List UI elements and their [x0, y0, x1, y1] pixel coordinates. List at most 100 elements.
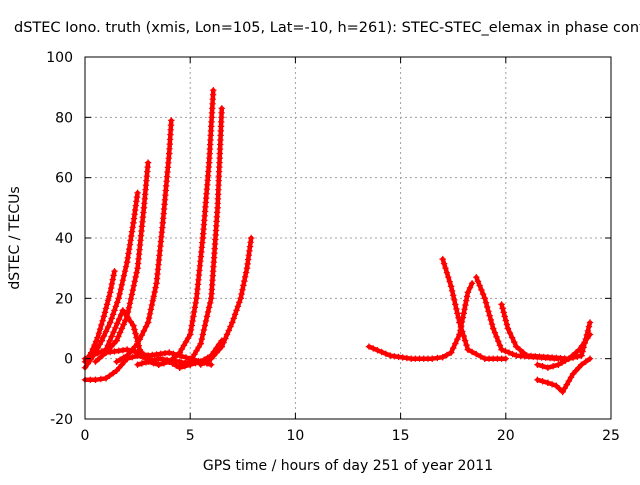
data-point	[198, 335, 205, 343]
data-point	[578, 361, 585, 368]
data-point	[213, 344, 220, 352]
data-point	[106, 337, 113, 345]
y-tick-label: 80	[55, 110, 73, 126]
data-point	[429, 355, 436, 362]
data-point	[197, 340, 204, 347]
data-point	[205, 304, 213, 311]
data-point	[544, 379, 552, 386]
data-point	[134, 189, 141, 196]
data-point	[150, 293, 157, 300]
data-point	[200, 326, 208, 334]
data-point	[378, 348, 385, 356]
data-point	[181, 360, 189, 367]
data-point	[544, 364, 552, 371]
data-point	[365, 343, 373, 350]
data-point	[98, 321, 105, 329]
data-point	[184, 335, 192, 342]
data-point	[502, 317, 509, 324]
data-point	[549, 363, 557, 370]
data-point	[474, 278, 482, 285]
data-point	[486, 312, 493, 319]
data-point	[122, 263, 130, 270]
data-point	[201, 322, 209, 329]
data-point	[199, 331, 206, 338]
data-point	[575, 364, 582, 371]
data-point	[581, 338, 588, 346]
data-point	[450, 344, 457, 352]
data-point	[106, 372, 113, 379]
data-point	[569, 370, 577, 377]
series-line	[366, 281, 475, 361]
data-point	[125, 304, 133, 311]
data-point	[464, 346, 472, 353]
data-series	[498, 301, 594, 362]
data-point	[490, 325, 497, 332]
x-tick-label: 25	[602, 428, 620, 444]
data-point	[118, 281, 125, 288]
data-point	[147, 306, 155, 313]
data-point	[439, 354, 446, 361]
data-point	[448, 287, 456, 294]
data-point	[555, 361, 562, 368]
data-point	[453, 305, 460, 313]
data-point	[127, 237, 134, 244]
data-point	[558, 359, 566, 366]
data-point	[104, 297, 112, 304]
data-point	[382, 350, 390, 357]
data-point	[127, 295, 135, 303]
data-point	[148, 301, 156, 309]
data-series	[534, 331, 594, 371]
data-point	[241, 277, 248, 285]
data-point	[461, 306, 468, 313]
data-point	[585, 323, 593, 330]
data-point	[218, 105, 225, 112]
data-point	[107, 319, 114, 326]
data-point	[233, 307, 240, 314]
data-point	[468, 280, 476, 287]
data-point	[108, 315, 115, 322]
data-point	[112, 324, 119, 331]
data-point	[439, 255, 446, 263]
data-point	[115, 333, 122, 340]
data-point	[191, 304, 199, 311]
data-point	[108, 333, 115, 340]
data-point	[215, 341, 223, 348]
data-point	[477, 353, 484, 360]
data-point	[498, 301, 505, 308]
data-point	[127, 318, 134, 325]
data-point	[149, 297, 156, 304]
data-point	[142, 323, 150, 330]
y-tick-label: 20	[55, 291, 73, 307]
y-tick-label: 100	[46, 50, 73, 66]
data-point	[182, 338, 190, 345]
data-point	[132, 273, 139, 281]
data-point	[227, 323, 234, 330]
data-point	[128, 228, 136, 235]
data-point	[506, 329, 514, 337]
data-point	[102, 375, 110, 382]
data-point	[92, 376, 99, 383]
data-point	[569, 352, 576, 359]
data-point	[132, 330, 139, 337]
data-point	[464, 289, 472, 296]
data-point	[144, 159, 152, 166]
data-point	[576, 346, 583, 353]
data-point	[113, 337, 120, 344]
data-point	[101, 309, 109, 316]
data-point	[95, 355, 103, 362]
data-point	[202, 317, 210, 325]
data-point	[104, 323, 112, 331]
y-tick-label: 60	[55, 171, 73, 187]
data-point	[447, 349, 455, 356]
data-point	[586, 319, 594, 326]
data-point	[485, 308, 492, 315]
data-point	[520, 349, 527, 356]
data-point	[190, 313, 197, 320]
data-point	[457, 323, 465, 331]
data-point	[106, 293, 113, 300]
data-point	[173, 362, 180, 369]
data-point	[145, 314, 153, 322]
data-point	[563, 381, 570, 388]
data-point	[461, 337, 469, 344]
data-point	[115, 315, 123, 323]
